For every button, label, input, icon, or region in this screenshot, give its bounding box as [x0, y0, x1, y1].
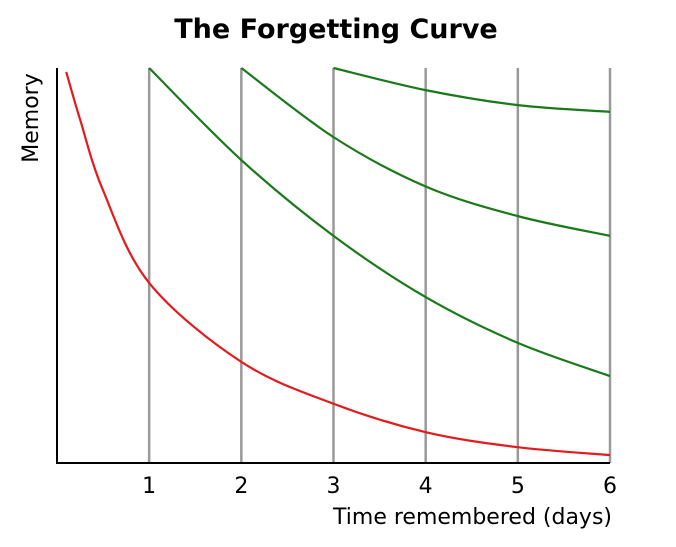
- x-tick-label: 6: [603, 474, 617, 499]
- line: [240, 67, 611, 237]
- x-tick-label: 1: [142, 474, 156, 499]
- x-tick-label: 3: [327, 474, 341, 499]
- y-axis-label: Memory: [19, 73, 44, 162]
- x-tick-label: 5: [511, 474, 525, 499]
- line: [333, 66, 611, 113]
- x-tick-label: 4: [419, 474, 433, 499]
- x-tick-label: 2: [234, 474, 248, 499]
- line: [65, 71, 611, 457]
- line: [148, 67, 611, 378]
- x-axis-label: Time remembered (days): [332, 505, 612, 530]
- chart-title: The Forgetting Curve: [174, 14, 498, 45]
